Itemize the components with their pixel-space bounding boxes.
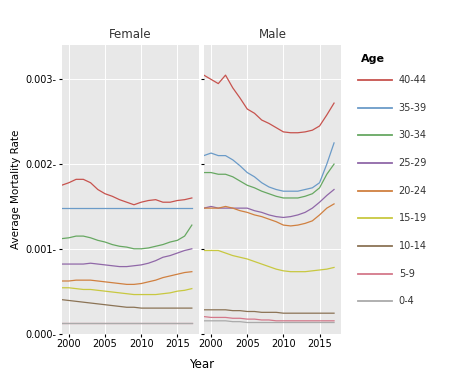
Text: 10-14: 10-14 xyxy=(399,241,427,251)
Text: 0-4: 0-4 xyxy=(399,296,414,306)
Text: 20-24: 20-24 xyxy=(399,186,427,196)
Text: 5-9: 5-9 xyxy=(399,269,415,279)
Y-axis label: Average Mortality Rate: Average Mortality Rate xyxy=(11,130,21,249)
Text: 30-34: 30-34 xyxy=(399,130,427,140)
Text: 25-29: 25-29 xyxy=(399,158,427,168)
Text: Female: Female xyxy=(109,28,152,41)
Text: 40-44: 40-44 xyxy=(399,75,427,85)
Text: Age: Age xyxy=(361,54,385,64)
Text: 15-19: 15-19 xyxy=(399,213,427,223)
Text: Year: Year xyxy=(189,359,214,371)
Text: Male: Male xyxy=(258,28,287,41)
Text: 35-39: 35-39 xyxy=(399,103,427,113)
